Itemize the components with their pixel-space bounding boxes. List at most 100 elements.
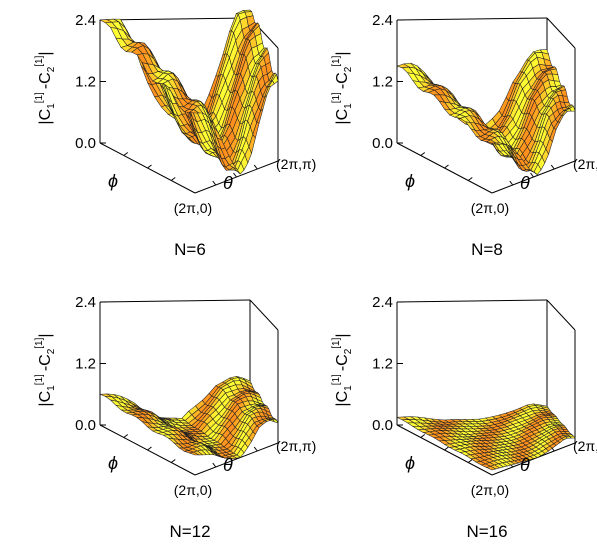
z-tick-label: 2.4 [372, 12, 393, 29]
z-axis-label-dash: - [334, 84, 351, 89]
z-axis-label-c1: C [37, 109, 54, 121]
phi-tick-mark [123, 152, 129, 156]
phi-tick-mark [444, 164, 449, 169]
z-axis-label-sup2: [1] [331, 55, 342, 66]
z-axis-label-bar_left: | [334, 402, 351, 406]
z-axis-label-bar_right: | [334, 51, 351, 55]
phi-axis-label: ϕ [405, 453, 415, 473]
z-axis-label-bar_left: | [37, 402, 54, 406]
surface-cell [485, 139, 497, 144]
panel-title: N=12 [169, 522, 210, 541]
z-axis-label-c2: C [334, 354, 351, 366]
z-axis-label-sub2: 2 [343, 66, 354, 72]
theta-tick-mark [233, 172, 237, 178]
z-axis-label-c2: C [334, 72, 351, 84]
z-axis-label: |C1[1]-C2[1]| [331, 333, 354, 406]
z-axis-label-sup1: [1] [331, 374, 342, 385]
z-axis-label-sup1: [1] [331, 92, 342, 103]
panel-title: N=8 [471, 240, 503, 259]
z-axis-label-dash: - [37, 84, 54, 89]
surface-cell [188, 451, 200, 456]
theta-tick-mark [550, 164, 555, 170]
phi-tick-mark [170, 459, 176, 463]
z-axis-label-c1: C [334, 109, 351, 121]
corner-right-label: (2π,π) [573, 156, 597, 172]
corner-front-label: (2π,0) [471, 200, 509, 216]
z-tick-label: 1.2 [372, 356, 393, 373]
z-axis-label-sup1: [1] [34, 374, 45, 385]
surface-cell [189, 109, 200, 114]
z-axis-label-dash: - [334, 366, 351, 371]
phi-tick-mark [467, 459, 473, 463]
phi-tick-mark [147, 446, 152, 451]
corner-front-label: (2π,0) [174, 200, 212, 216]
phi-tick-mark [420, 152, 426, 156]
z-axis-label-c1: C [334, 391, 351, 403]
phi-axis-label: ϕ [405, 171, 415, 191]
z-axis-label-sup1: [1] [34, 92, 45, 103]
phi-tick-mark [444, 446, 449, 451]
z-axis-label: |C1[1]-C2[1]| [34, 51, 57, 124]
z-tick-label: 0.0 [75, 135, 96, 152]
z-axis-label-bar_left: | [334, 120, 351, 124]
theta-tick-mark [509, 180, 514, 186]
surface-cell [485, 465, 497, 471]
z-axis-label-sub1: 1 [46, 385, 57, 391]
z-tick-label: 1.2 [75, 74, 96, 91]
z-tick-label: 0.0 [372, 417, 393, 434]
theta-axis-label: θ [223, 173, 233, 193]
panel-title: N=6 [174, 240, 206, 259]
z-axis-label-bar_right: | [37, 51, 54, 55]
z-axis-label: |C1[1]-C2[1]| [34, 333, 57, 406]
surface-mesh [396, 49, 576, 176]
z-axis-label-sup2: [1] [34, 55, 45, 66]
z-tick-label: 0.0 [372, 135, 393, 152]
phi-axis-label: ϕ [108, 453, 118, 473]
theta-axis-label: θ [520, 455, 530, 475]
z-tick-label: 2.4 [75, 294, 96, 311]
theta-tick-mark [253, 446, 258, 452]
corner-front-label: (2π,0) [471, 482, 509, 498]
theta-tick-mark [253, 164, 258, 170]
phi-tick-mark [467, 177, 473, 181]
z-axis-label-c1: C [37, 391, 54, 403]
theta-axis-label: θ [223, 455, 233, 475]
theta-axis-label: θ [520, 173, 530, 193]
surface-mesh [99, 375, 279, 460]
z-tick-label: 2.4 [75, 12, 96, 29]
theta-tick-mark [212, 462, 217, 468]
surface-mesh [99, 9, 279, 175]
z-axis-label-sub2: 2 [343, 348, 354, 354]
z-axis-label-sup2: [1] [34, 337, 45, 348]
corner-right-label: (2π,π) [276, 156, 316, 172]
z-axis-label-c2: C [37, 72, 54, 84]
z-axis-label-sub1: 1 [343, 103, 354, 109]
z-tick-label: 1.2 [75, 356, 96, 373]
corner-right-label: (2π,π) [573, 438, 597, 454]
z-axis-label-bar_right: | [334, 333, 351, 337]
theta-tick-mark [212, 180, 217, 186]
panel-title: N=16 [466, 522, 507, 541]
panel-2: 0.01.22.4|C1[1]-C2[1]|ϕ θ(2π,0)(2π,π)N=12 [34, 294, 316, 541]
phi-tick-mark [170, 177, 176, 181]
corner-right-label: (2π,π) [276, 438, 316, 454]
z-tick-label: 0.0 [75, 417, 96, 434]
z-axis-label-sub2: 2 [46, 348, 57, 354]
theta-tick-mark [530, 172, 534, 178]
z-axis-label-sub1: 1 [343, 385, 354, 391]
z-axis-label-sub1: 1 [46, 103, 57, 109]
z-axis-label-dash: - [37, 366, 54, 371]
panel-3: 0.01.22.4|C1[1]-C2[1]|ϕθ(2π,0)(2π,π)N=16 [331, 294, 597, 541]
z-axis-label-sup2: [1] [331, 337, 342, 348]
z-axis-label-c2: C [37, 354, 54, 366]
z-tick-label: 2.4 [372, 294, 393, 311]
surface-mesh [395, 403, 576, 471]
phi-axis-label: ϕ [108, 171, 118, 191]
phi-tick-mark [420, 434, 426, 438]
phi-tick-mark [147, 164, 152, 169]
z-axis-label-bar_left: | [37, 120, 54, 124]
panels: 0.01.22.4|C1[1]-C2[1]|ϕ θ(2π,0)(2π,π)N=60… [34, 9, 597, 541]
panel-0: 0.01.22.4|C1[1]-C2[1]|ϕ θ(2π,0)(2π,π)N=6 [34, 9, 316, 259]
corner-front-label: (2π,0) [174, 482, 212, 498]
